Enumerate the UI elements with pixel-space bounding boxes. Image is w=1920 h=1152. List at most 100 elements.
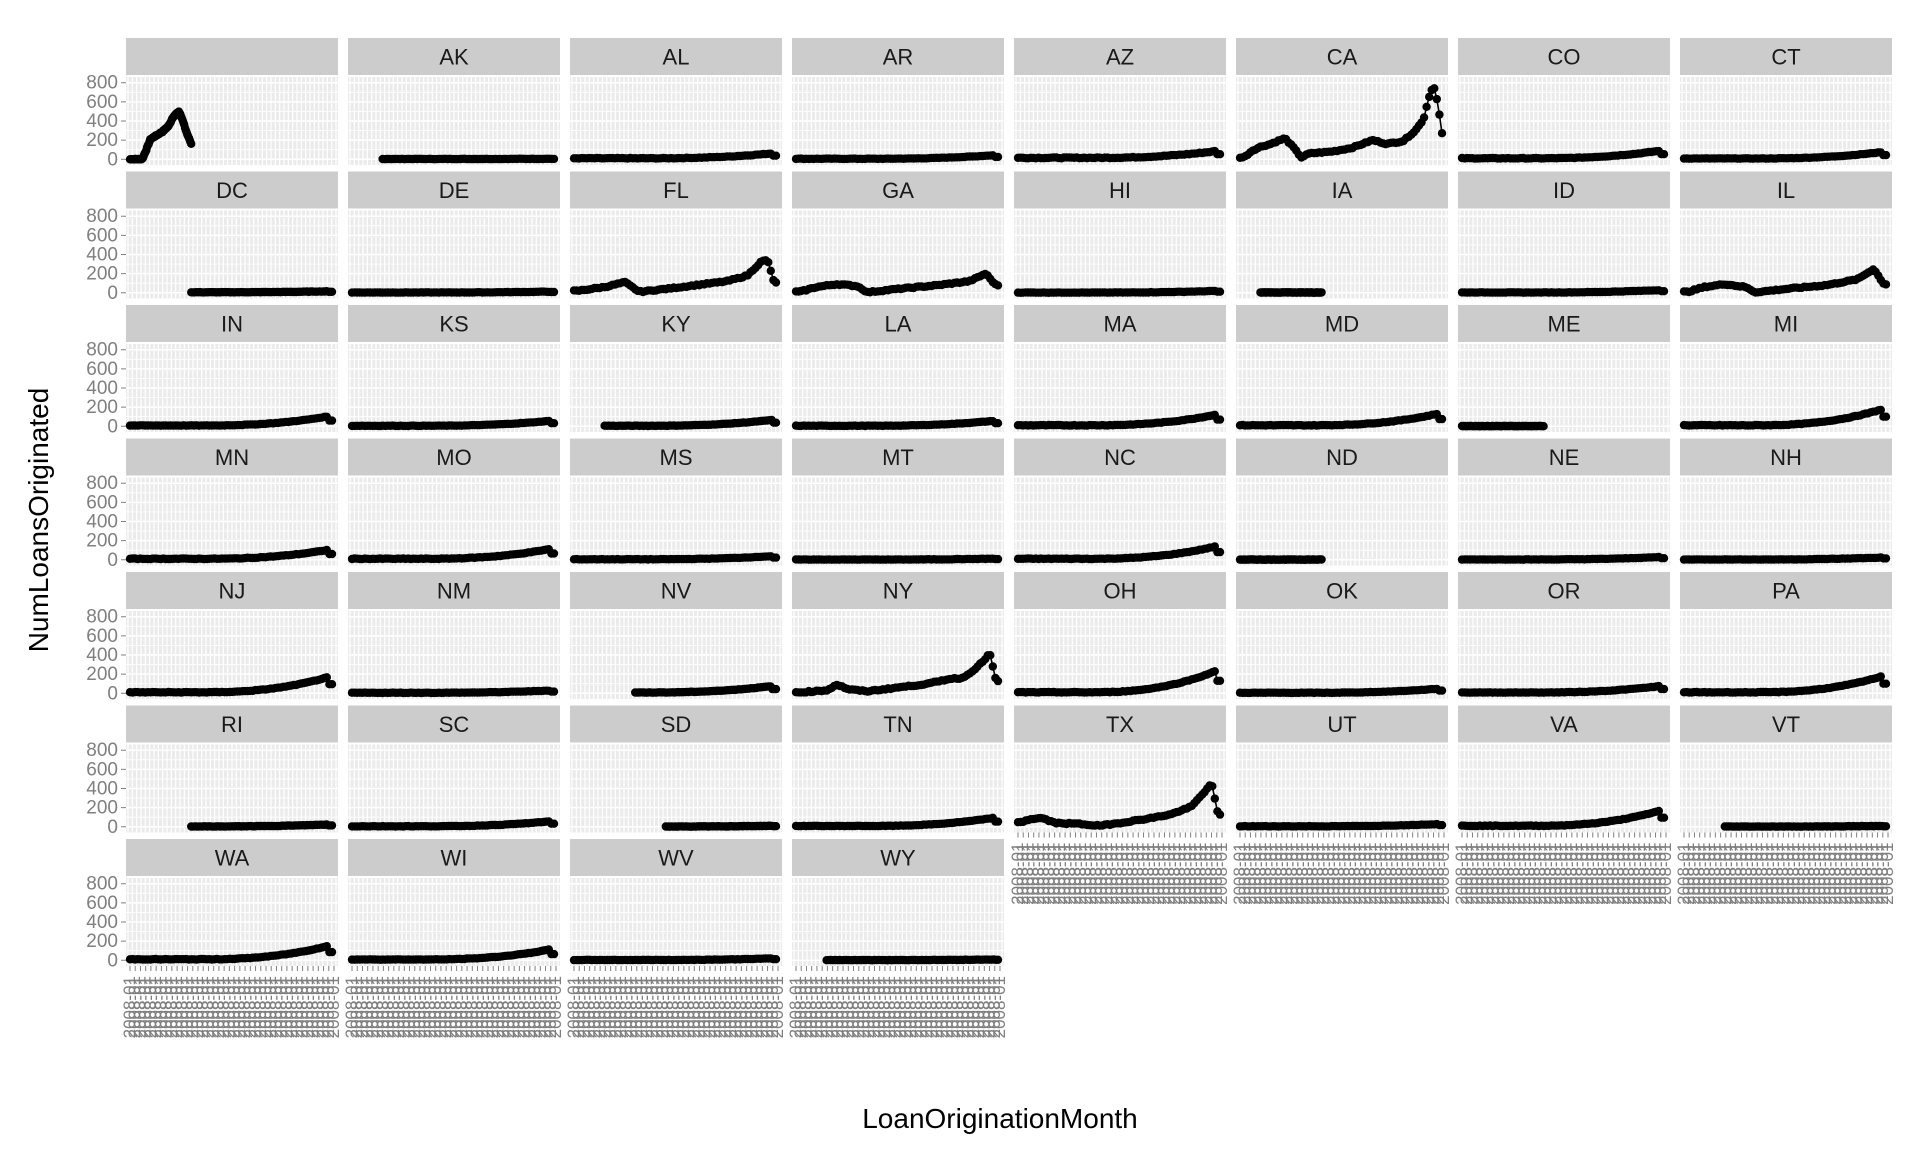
data-point [1422,102,1431,112]
data-point [327,680,337,689]
facet-strip-label: IN [221,312,243,337]
facet-LA: LA [791,305,1004,432]
facet-HI: HI [1013,171,1226,299]
facet-strip-label: MO [436,445,471,470]
y-tick-label: 0 [107,550,118,571]
facet-strip [792,305,1004,342]
facet-NH: NH [1679,438,1892,566]
facet-MS: MS [569,438,782,566]
facet-strip [792,38,1004,75]
data-point [771,418,781,427]
data-point [1659,554,1669,563]
data-point [993,281,1003,290]
facet-ND: ND [1235,438,1448,566]
facet-strip-label: NM [437,579,471,604]
data-point [327,549,337,559]
y-tick-label: 600 [86,359,118,380]
facet-strip-label: AL [663,45,690,70]
facet-strip-label: CO [1548,45,1581,70]
y-tick-label: 800 [86,473,118,494]
facet-strip-label: AK [439,45,469,70]
facet-strip-label: NE [1549,445,1580,470]
facet-strip [126,171,338,209]
data-point [771,553,781,562]
data-point [1659,287,1669,296]
y-tick-label: 800 [86,340,118,361]
facet-GA: GA [791,171,1004,299]
facet-strip [126,38,338,75]
data-point [549,419,559,428]
facet-strip-label: FL [663,178,689,203]
facet-CT: CT [1679,38,1892,165]
facet-strip-label: KY [661,312,691,337]
data-point [1430,84,1439,93]
y-tick-label: 400 [86,645,118,666]
data-point [549,154,559,164]
facet-MA: MA [1013,305,1226,432]
data-point [1437,129,1447,138]
facet-strip-label: ND [1326,445,1358,470]
facet-strip-label: NC [1104,445,1136,470]
facet-AR: AR [791,38,1004,165]
data-point [1881,554,1891,563]
data-point [1317,555,1326,564]
facet-CA: CA [1235,38,1448,165]
facet-NV: NV [570,572,782,699]
facet-NM: NM [347,572,560,699]
facet-strip-label: DE [439,178,470,203]
data-point [771,278,781,287]
y-tick-label: 400 [86,378,118,399]
facet-strip [1680,38,1892,75]
data-point [771,151,781,160]
y-tick-label: 200 [86,664,118,685]
y-tick-label: 800 [86,73,118,94]
facet-DE: DE [347,171,560,299]
y-tick-label: 0 [107,149,118,170]
facet-strip [1014,305,1226,342]
y-tick-label: 400 [86,111,118,132]
facet-strip-label: NH [1770,445,1802,470]
facet-strip [1236,305,1448,342]
data-point [549,687,559,696]
facet-strip-label: KS [439,312,468,337]
data-point [1215,547,1225,557]
data-point [1539,422,1548,431]
facet-strip [1458,38,1670,75]
facet-strip-label: AR [883,45,914,70]
facet-strip [126,305,338,342]
facet-strip-label: NV [661,579,692,604]
facet-AL: AL [569,38,782,165]
y-tick-label: 200 [86,531,118,552]
facet-IA: IA [1236,171,1448,299]
facet-strip [1236,171,1448,209]
y-tick-label: 0 [107,416,118,437]
facet-strip-label: AZ [1106,45,1134,70]
facet-strip [570,38,782,75]
facet-strip-label: IA [1332,178,1353,203]
facet-CO: CO [1457,38,1670,165]
data-point [1437,414,1447,424]
y-tick-label: 0 [107,283,118,304]
facet-strip-label: MN [215,445,249,470]
facet-FL: FL [569,171,782,299]
facet-strip-label: MA [1104,312,1137,337]
y-tick-label: 800 [86,607,118,628]
y-tick-label: 600 [86,626,118,647]
y-tick-label: 400 [86,245,118,266]
y-tick-label: 800 [86,206,118,227]
y-tick-label: 600 [86,225,118,246]
facet-strip-label: NJ [219,579,246,604]
facet-AZ: AZ [1013,38,1226,165]
facet-strip-label: MS [660,445,693,470]
facet-strip-label: ME [1548,312,1581,337]
facet-MD: MD [1235,305,1448,432]
data-point [1881,412,1891,421]
facet-strip-label: ID [1553,178,1575,203]
facet-strip [1458,171,1670,209]
facet-strip [348,305,560,342]
facet-strip [1680,171,1892,209]
facet-KY: KY [570,305,782,432]
